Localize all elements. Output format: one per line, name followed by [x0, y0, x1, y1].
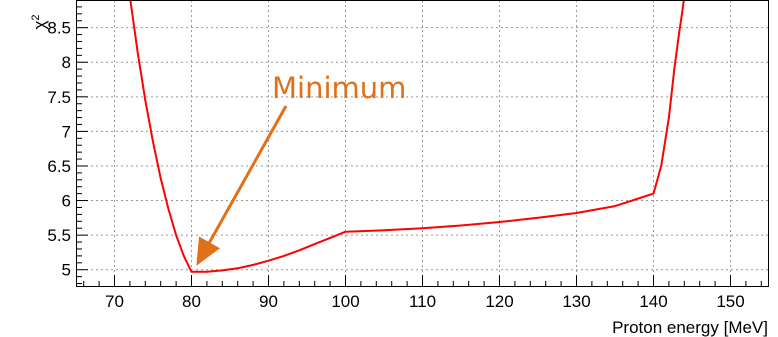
- curve-point: [329, 237, 331, 239]
- curve-point: [190, 271, 193, 273]
- x-tick-label: 70: [105, 292, 124, 311]
- curve-point: [152, 141, 154, 143]
- x-axis-title: Proton energy [MeV]: [612, 318, 768, 337]
- curve-point: [421, 227, 424, 229]
- curve-point: [652, 192, 655, 195]
- x-tick-label: 140: [639, 292, 667, 311]
- curve-point: [344, 230, 347, 233]
- curve-point: [537, 217, 539, 219]
- y-tick-label: 5.5: [47, 226, 71, 245]
- curve-point: [267, 259, 270, 262]
- x-tick-label: 100: [331, 292, 359, 311]
- x-axis: 70 80 90 100 110 120 130 140 150: [83, 275, 762, 311]
- curve-point: [313, 243, 316, 245]
- curve-point: [460, 224, 462, 227]
- y-axis: 5 5.5 6 6.5 7 7.5 8 8.5: [47, 0, 88, 285]
- curve-point: [183, 255, 185, 257]
- curve-point: [252, 264, 254, 266]
- x-tick-label: 110: [409, 292, 436, 311]
- curve-point: [298, 249, 301, 252]
- curve-point: [206, 271, 208, 273]
- curve-point: [673, 68, 676, 70]
- y-axis-title: χ2: [30, 14, 49, 29]
- curve-point: [283, 255, 285, 257]
- y-tick-label: 8: [62, 53, 71, 72]
- y-tick-label: 8.5: [47, 19, 71, 38]
- curve-layer: [129, 0, 685, 273]
- y-axis-title-superscript: 2: [30, 14, 42, 20]
- x-tick-label: 150: [716, 292, 744, 311]
- y-tick-label: 5: [62, 261, 71, 280]
- annotation-minimum: Minimum: [272, 71, 406, 105]
- x-tick-label: 130: [562, 292, 590, 311]
- curve-point: [167, 208, 170, 210]
- x-tick-label: 120: [485, 292, 513, 311]
- curve-point: [236, 267, 239, 270]
- annotation-arrow: [196, 105, 288, 266]
- curve-point: [159, 177, 162, 180]
- curve-point: [498, 221, 501, 223]
- curve-point: [144, 99, 147, 102]
- curve-point: [660, 165, 662, 167]
- curve-point: [678, 33, 680, 36]
- y-axis-title-symbol: χ: [30, 21, 49, 30]
- curve-point: [136, 51, 139, 53]
- curve-point: [175, 234, 177, 236]
- y-tick-label: 7.5: [47, 88, 71, 107]
- curve-point: [614, 205, 616, 207]
- chi2-curve: [129, 0, 685, 273]
- curve-point: [681, 13, 683, 15]
- curve-point: [383, 229, 385, 232]
- y-tick-label: 6: [62, 192, 71, 211]
- curve-point: [221, 269, 224, 272]
- curve-point: [668, 116, 670, 119]
- curve-point: [575, 212, 578, 214]
- x-tick-label: 80: [182, 292, 201, 311]
- y-tick-label: 7: [62, 122, 71, 141]
- y-tick-label: 6.5: [47, 157, 71, 176]
- grid-lines: [76, 0, 769, 287]
- x-tick-label: 90: [259, 292, 278, 311]
